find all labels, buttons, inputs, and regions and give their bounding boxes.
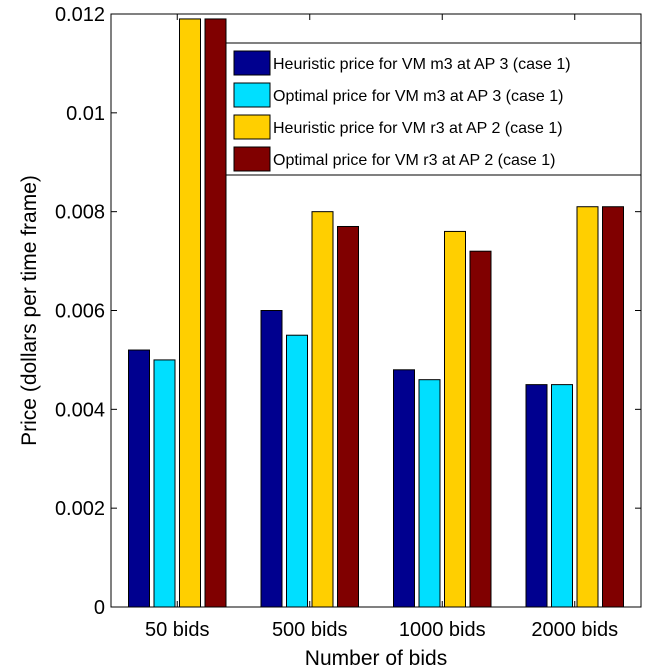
bar [418,379,441,608]
legend: Heuristic price for VM m3 at AP 3 (case … [225,42,642,176]
bar [444,230,466,608]
legend-label: Heuristic price for VM m3 at AP 3 (case … [273,56,571,73]
legend-box [225,42,642,176]
y-tick-label: 0.01 [66,103,105,125]
y-tick-label: 0.006 [55,301,105,323]
bar [286,334,308,608]
legend-swatch [233,146,271,172]
bar [525,384,548,608]
legend-swatch [233,114,271,140]
bars-group [128,18,624,608]
x-tick-label: 500 bids [272,619,348,641]
x-axis-label: Number of bids [305,647,447,670]
bar [576,206,599,608]
legend-swatch [233,50,271,76]
bar [311,211,334,608]
legend-label: Heuristic price for VM r3 at AP 2 (case … [273,120,563,137]
bar [179,18,201,608]
bar [337,225,359,608]
bar [469,250,492,608]
bar [551,384,573,608]
y-tick-label: 0.012 [55,4,105,26]
bar [393,369,415,608]
bar [602,206,624,608]
bar [204,18,227,608]
y-axis-label: Price (dollars per time frame) [18,175,41,446]
bar [128,349,150,608]
bar [260,310,283,608]
x-tick-label: 50 bids [145,619,210,641]
x-axis-ticks: 50 bids 500 bids 1000 bids 2000 bids [145,14,618,641]
x-tick-label: 1000 bids [399,619,486,641]
y-tick-label: 0.008 [55,202,105,224]
legend-label: Optimal price for VM r3 at AP 2 (case 1) [273,152,555,169]
legend-label: Optimal price for VM m3 at AP 3 (case 1) [273,88,563,105]
y-tick-label: 0.002 [55,498,105,520]
y-tick-label: 0.004 [55,399,105,421]
y-axis-ticks: 0 0.002 0.004 0.006 0.008 0.01 0.012 [55,4,641,619]
x-tick-label: 2000 bids [531,619,618,641]
legend-swatch [233,82,271,108]
bar [153,359,176,608]
y-tick-label: 0 [94,597,105,619]
